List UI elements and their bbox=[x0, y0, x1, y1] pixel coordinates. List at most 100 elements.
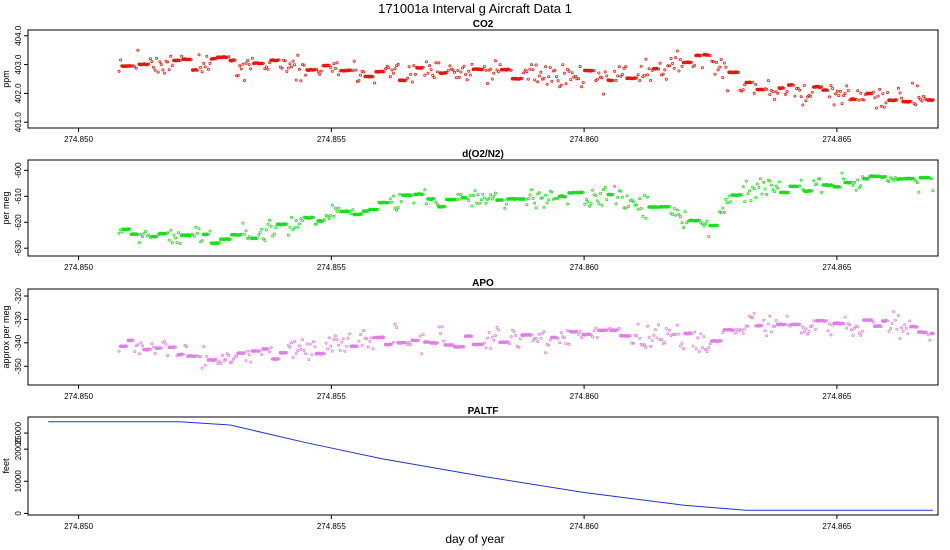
y-axis-label: per meg bbox=[1, 191, 11, 224]
data-point bbox=[677, 212, 681, 216]
data-point bbox=[490, 197, 494, 201]
data-point bbox=[776, 91, 780, 95]
data-point bbox=[668, 328, 672, 332]
data-point bbox=[250, 56, 254, 60]
data-point bbox=[633, 203, 637, 207]
data-point bbox=[638, 197, 642, 201]
x-tick-label: 274.865 bbox=[822, 135, 851, 144]
data-point bbox=[724, 65, 728, 69]
data-point bbox=[202, 61, 206, 65]
data-point bbox=[784, 92, 788, 96]
data-point bbox=[140, 235, 144, 239]
data-point bbox=[263, 67, 267, 71]
data-point bbox=[693, 64, 697, 68]
data-point bbox=[131, 338, 135, 342]
data-point bbox=[445, 71, 449, 75]
data-point bbox=[241, 221, 245, 225]
data-point bbox=[556, 336, 560, 340]
data-point bbox=[906, 332, 910, 336]
data-point bbox=[820, 190, 824, 194]
data-point bbox=[567, 342, 571, 346]
data-point bbox=[459, 193, 463, 197]
y-tick-label: 25000 bbox=[14, 421, 23, 444]
data-point bbox=[542, 330, 546, 334]
data-point bbox=[644, 345, 648, 349]
data-point bbox=[591, 69, 595, 73]
data-point bbox=[166, 231, 170, 235]
data-point bbox=[289, 215, 293, 219]
data-point bbox=[856, 89, 860, 93]
data-point bbox=[559, 83, 563, 87]
data-point bbox=[333, 206, 337, 210]
data-point bbox=[743, 200, 747, 204]
data-point bbox=[900, 326, 904, 330]
data-point bbox=[280, 66, 284, 70]
data-point bbox=[641, 214, 645, 218]
data-point bbox=[391, 71, 395, 75]
data-point bbox=[760, 324, 764, 328]
data-point bbox=[762, 318, 766, 322]
data-point bbox=[564, 195, 568, 199]
data-point bbox=[296, 225, 300, 229]
data-point bbox=[838, 185, 842, 189]
data-point bbox=[757, 185, 761, 189]
data-point bbox=[172, 233, 176, 237]
data-point bbox=[489, 67, 493, 71]
data-point bbox=[721, 76, 725, 80]
data-point bbox=[926, 333, 930, 337]
data-point bbox=[347, 209, 351, 213]
data-point bbox=[842, 322, 846, 326]
data-point bbox=[129, 64, 133, 68]
data-point bbox=[536, 340, 540, 344]
data-point bbox=[901, 329, 905, 333]
data-point bbox=[412, 201, 416, 205]
data-point bbox=[774, 319, 778, 323]
data-point bbox=[410, 193, 414, 197]
data-point bbox=[806, 332, 810, 336]
data-point bbox=[178, 58, 182, 62]
data-point bbox=[553, 68, 557, 72]
data-point bbox=[537, 332, 541, 336]
data-point bbox=[155, 56, 159, 60]
data-point bbox=[351, 69, 355, 73]
data-point bbox=[878, 87, 882, 91]
data-point bbox=[704, 347, 708, 351]
data-point bbox=[785, 314, 789, 318]
data-point bbox=[492, 194, 496, 198]
data-point bbox=[137, 241, 141, 245]
data-point bbox=[854, 97, 858, 101]
data-point bbox=[556, 79, 560, 83]
data-point bbox=[547, 198, 551, 202]
data-point bbox=[393, 67, 397, 71]
data-point bbox=[238, 64, 242, 68]
data-point bbox=[799, 178, 803, 182]
data-point bbox=[854, 188, 858, 192]
data-point bbox=[682, 347, 686, 351]
data-point bbox=[289, 65, 293, 69]
data-point bbox=[205, 354, 209, 358]
data-point bbox=[699, 332, 703, 336]
data-point bbox=[599, 75, 603, 79]
data-point bbox=[156, 70, 160, 74]
data-point bbox=[545, 82, 549, 86]
data-point bbox=[195, 68, 199, 72]
data-point bbox=[765, 334, 769, 338]
data-point bbox=[782, 86, 786, 90]
y-tick-label: 20000 bbox=[14, 437, 23, 460]
data-point bbox=[749, 81, 753, 85]
data-point bbox=[580, 336, 584, 340]
panel-title: APO bbox=[472, 278, 494, 289]
data-point bbox=[616, 74, 620, 78]
data-point bbox=[153, 68, 157, 72]
data-point bbox=[547, 343, 551, 347]
data-point bbox=[203, 363, 207, 367]
data-point bbox=[357, 339, 361, 343]
data-point bbox=[795, 87, 799, 91]
data-point bbox=[351, 208, 355, 212]
data-point bbox=[691, 344, 695, 348]
data-point bbox=[484, 201, 488, 205]
data-point bbox=[139, 232, 143, 236]
data-point bbox=[577, 332, 581, 336]
data-point bbox=[649, 344, 653, 348]
data-point bbox=[602, 188, 606, 192]
